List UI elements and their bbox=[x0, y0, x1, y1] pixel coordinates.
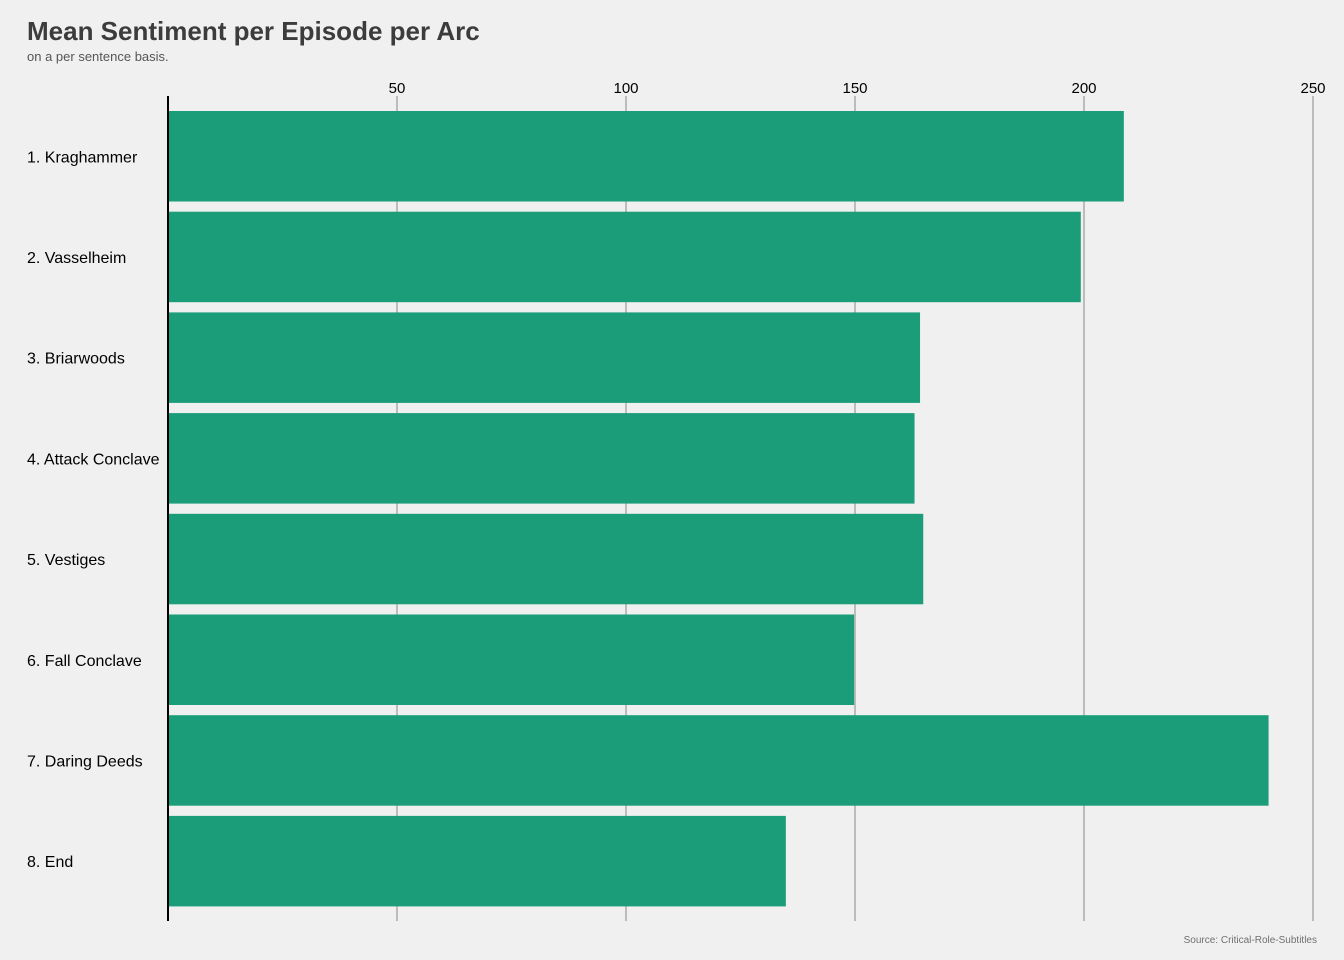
x-tick-label: 50 bbox=[389, 80, 406, 97]
y-category-label: 1. Kraghammer bbox=[27, 149, 138, 166]
source-caption: Source: Critical-Role-Subtitles bbox=[1183, 935, 1317, 946]
x-tick-label: 100 bbox=[613, 80, 638, 97]
y-category-label: 7. Daring Deeds bbox=[27, 753, 143, 770]
bar bbox=[168, 815, 786, 907]
y-category-label: 6. Fall Conclave bbox=[27, 653, 142, 670]
bar bbox=[168, 312, 921, 403]
bar bbox=[168, 715, 1269, 806]
bar bbox=[168, 413, 915, 504]
y-category-label: 8. End bbox=[27, 854, 73, 871]
y-category-label: 4. Attack Conclave bbox=[27, 451, 160, 468]
y-category-label: 3. Briarwoods bbox=[27, 351, 125, 368]
bar bbox=[168, 211, 1081, 303]
y-category-label: 5. Vestiges bbox=[27, 552, 105, 569]
y-category-label: 2. Vasselheim bbox=[27, 250, 126, 267]
x-tick-label: 200 bbox=[1071, 80, 1096, 97]
bar bbox=[168, 513, 924, 605]
bar bbox=[168, 111, 1124, 202]
chart-subtitle: on a per sentence basis. bbox=[27, 49, 169, 64]
x-tick-label: 150 bbox=[842, 80, 867, 97]
x-tick-label: 250 bbox=[1300, 80, 1325, 97]
bar bbox=[168, 614, 855, 705]
chart-title: Mean Sentiment per Episode per Arc bbox=[27, 16, 480, 46]
